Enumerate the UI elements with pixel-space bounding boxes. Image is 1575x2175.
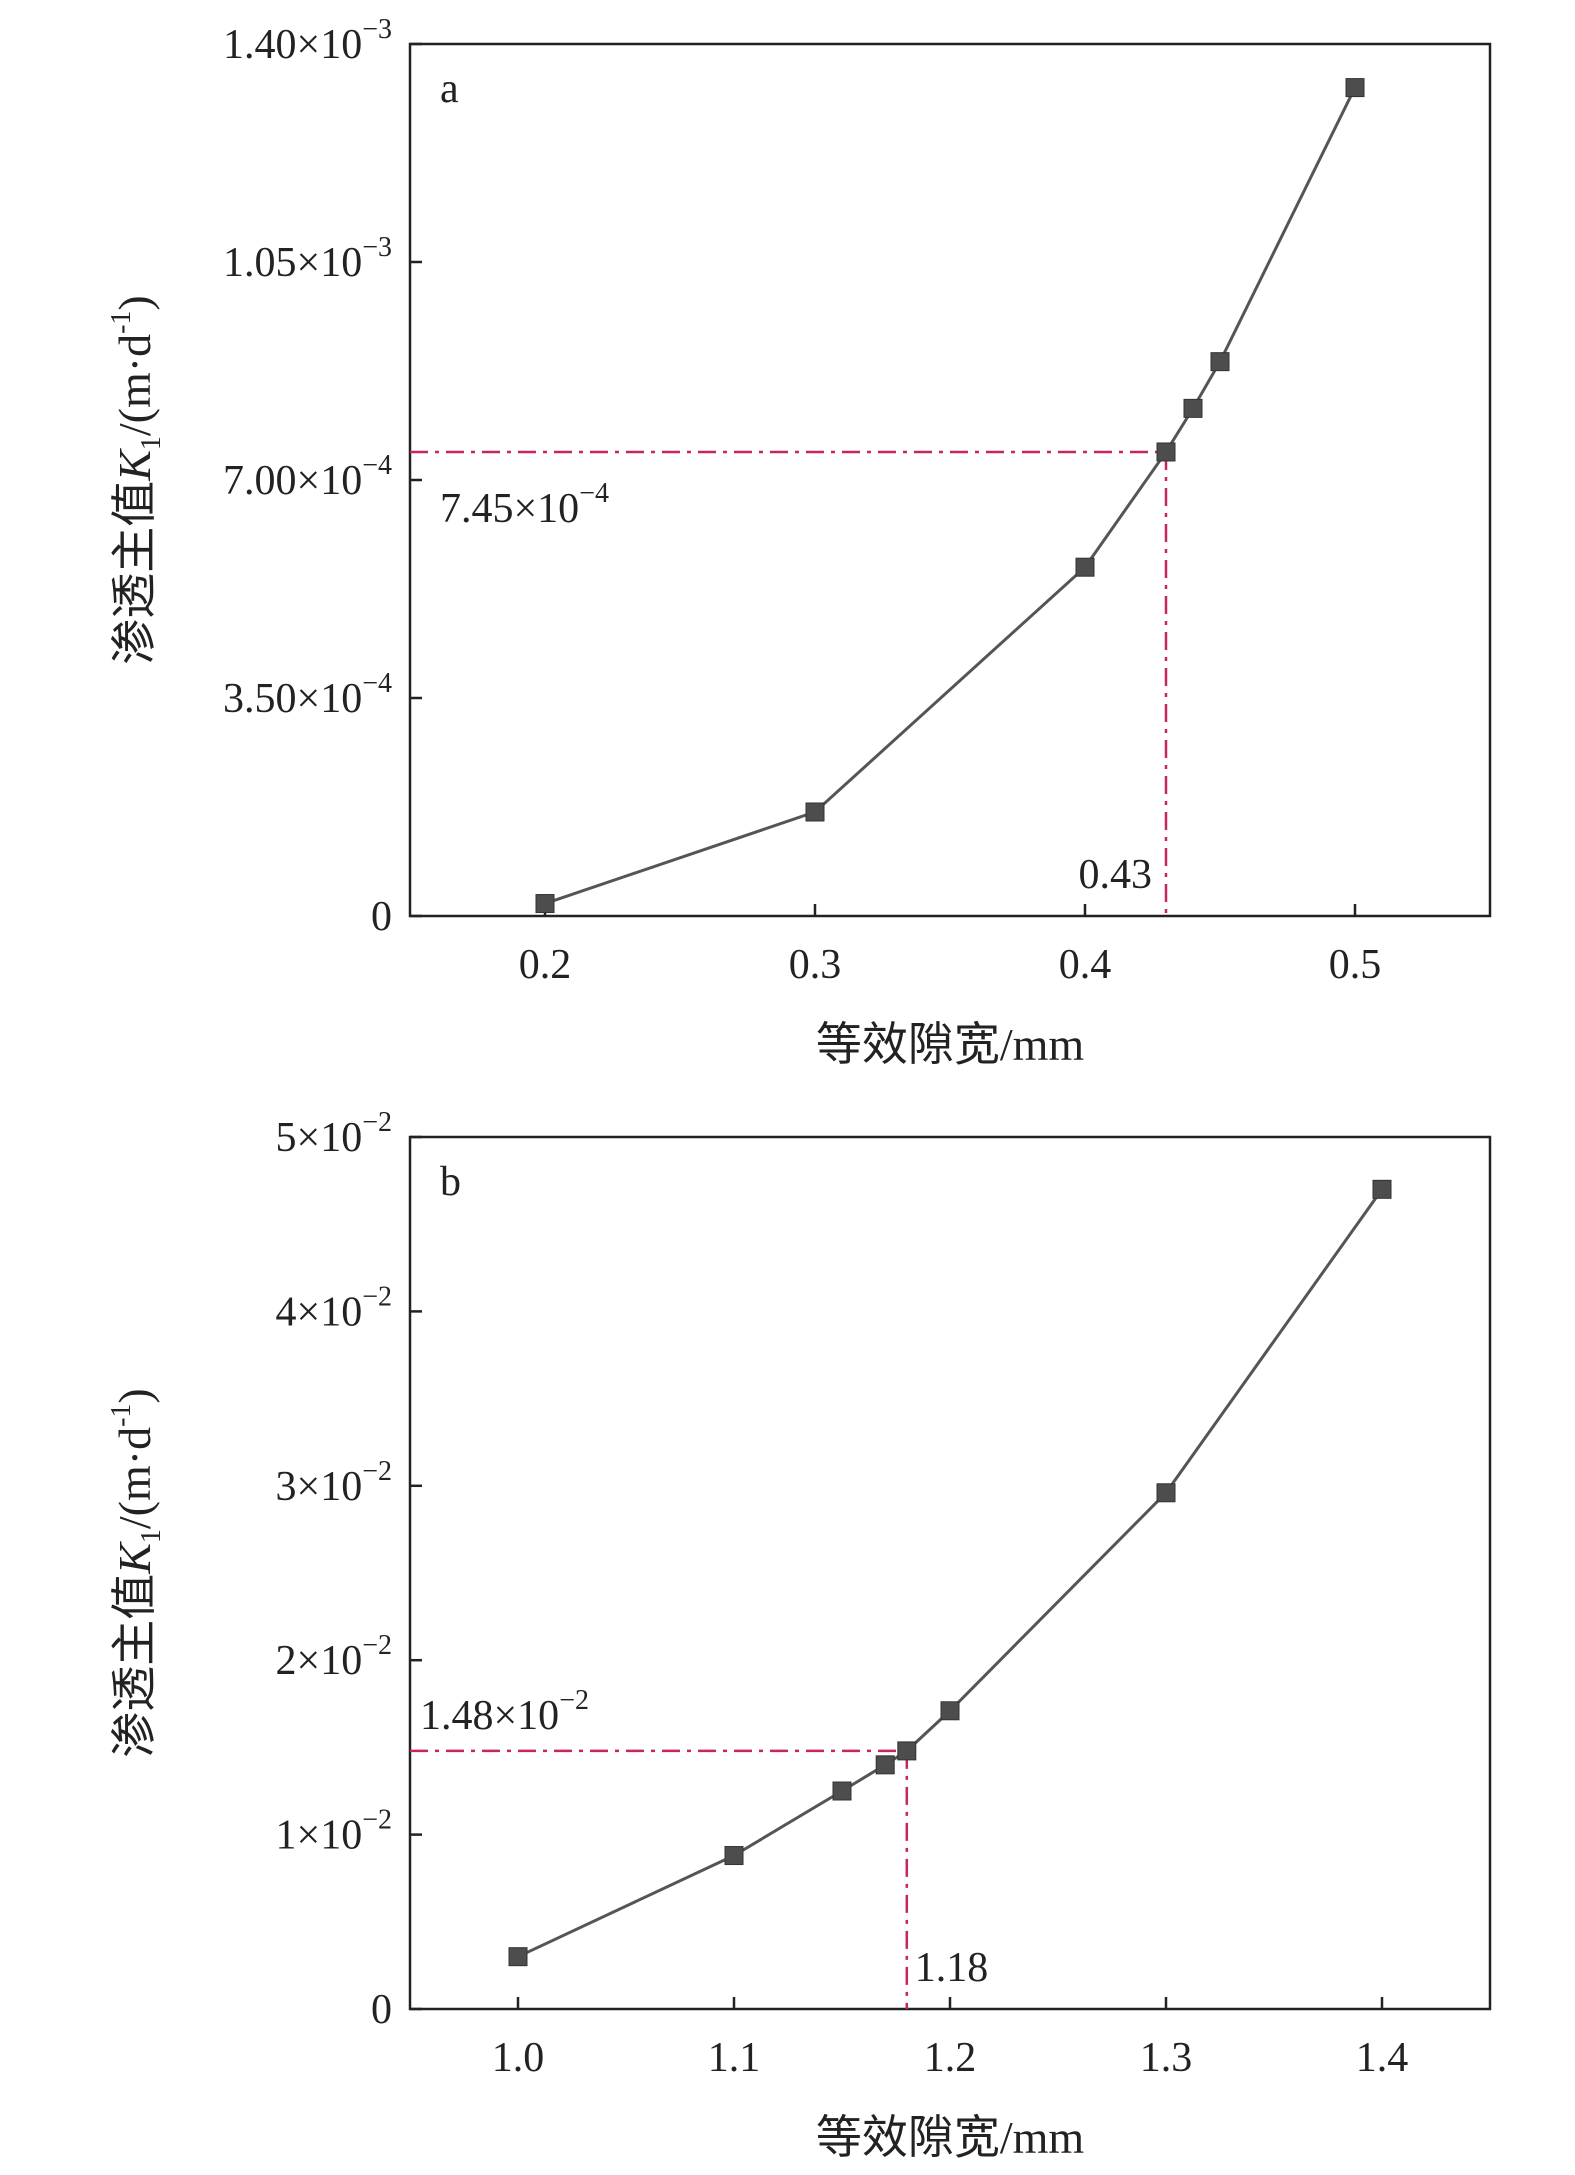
y-tick-label: 3×10−2 bbox=[276, 1456, 392, 1510]
y-tick-label: 1.05×10−3 bbox=[223, 232, 392, 286]
y-tick-label: 7.00×10−4 bbox=[223, 450, 392, 504]
x-tick-label: 1.4 bbox=[1356, 2035, 1409, 2081]
reference-x-label: 1.18 bbox=[915, 1945, 989, 1991]
chart-panel-b: 1.0 1.1 1.2 1.3 1.4 0 1×10−2 2×10−2 3×10−2 4×10−2… bbox=[106, 1107, 1492, 2163]
y-axis-title: 渗透主值K1/(m·d-1) bbox=[106, 295, 167, 665]
x-tick-label: 0.4 bbox=[1059, 942, 1112, 988]
data-point-marker bbox=[724, 1846, 744, 1866]
y-tick-label: 3.50×10−4 bbox=[223, 668, 392, 722]
reference-y-label: 1.48×10−2 bbox=[420, 1685, 589, 1739]
panel-label: a bbox=[440, 66, 459, 112]
x-tick-label: 1.2 bbox=[924, 2035, 977, 2081]
data-point-marker bbox=[1372, 1179, 1392, 1199]
series-line bbox=[517, 1188, 1384, 1959]
x-tick-label: 0.2 bbox=[519, 942, 572, 988]
x-tick-label: 1.1 bbox=[708, 2035, 761, 2081]
reference-y-label: 7.45×10−4 bbox=[440, 478, 609, 532]
y-tick-label: 2×10−2 bbox=[276, 1630, 392, 1684]
data-point-marker bbox=[832, 1781, 852, 1801]
data-point-marker bbox=[1183, 398, 1203, 418]
y-tick-label: 1×10−2 bbox=[276, 1805, 392, 1859]
data-point-marker bbox=[1075, 557, 1095, 577]
x-axis-title: 等效隙宽/mm bbox=[816, 1019, 1085, 1070]
y-axis-title: 渗透主值K1/(m·d-1) bbox=[106, 1388, 167, 1758]
x-tick-label: 1.3 bbox=[1140, 2035, 1193, 2081]
x-tick-label: 1.0 bbox=[492, 2035, 545, 2081]
x-tick-label: 0.5 bbox=[1329, 942, 1382, 988]
x-axis-title: 等效隙宽/mm bbox=[816, 2112, 1085, 2163]
x-tick-label: 0.3 bbox=[789, 942, 842, 988]
data-point-marker bbox=[805, 802, 825, 822]
data-point-marker bbox=[1156, 1483, 1176, 1503]
panel-label: b bbox=[440, 1159, 461, 1205]
data-point-marker bbox=[1156, 442, 1176, 462]
y-tick-label: 5×10−2 bbox=[276, 1107, 392, 1161]
data-point-marker bbox=[1210, 352, 1230, 372]
reference-x-label: 0.43 bbox=[1079, 852, 1153, 898]
y-tick-label: 1.40×10−3 bbox=[223, 14, 392, 68]
data-point-marker bbox=[1345, 78, 1365, 98]
chart-panel-a: 0.2 0.3 0.4 0.5 0 3.50×10−4 7.00×10−4 1.05×10−3… bbox=[106, 14, 1492, 1070]
y-tick-label: 4×10−2 bbox=[276, 1281, 392, 1335]
y-tick-label: 0 bbox=[371, 894, 392, 940]
data-point-marker bbox=[535, 894, 555, 914]
data-point-marker bbox=[940, 1701, 960, 1721]
data-point-marker bbox=[508, 1947, 528, 1967]
data-point-marker bbox=[897, 1741, 917, 1761]
data-point-marker bbox=[875, 1755, 895, 1775]
y-tick-label: 0 bbox=[371, 1987, 392, 2033]
